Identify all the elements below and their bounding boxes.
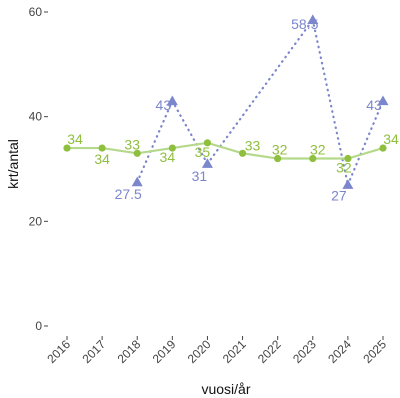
series1-point [344, 154, 352, 163]
series1-data-label: 34 [94, 151, 110, 167]
y-tick-label: 0 [35, 319, 42, 333]
series1-data-label: 32 [310, 142, 326, 158]
y-axis: 0 20 40 60 [29, 5, 48, 333]
series1-point [98, 144, 106, 152]
series1-point [133, 149, 141, 157]
series1-data-label: 33 [245, 137, 261, 153]
series2-line-segment [346, 99, 385, 186]
series1-line [67, 141, 384, 160]
x-tick-label: 2025 [360, 337, 389, 366]
x-tick-label: 2022 [255, 337, 284, 366]
x-tick-label: 2023 [290, 337, 319, 366]
series2-line-segment [136, 99, 174, 184]
series2-point [377, 95, 389, 106]
y-axis-title: krt/antal [5, 139, 21, 189]
series1-data-label: 34 [67, 131, 83, 147]
series2-point [307, 14, 319, 24]
series-layer [63, 14, 389, 189]
series2-data-label: 27.5 [115, 186, 142, 202]
x-tick-label: 2021 [220, 337, 249, 366]
series2-point [201, 158, 213, 168]
series1-point [238, 149, 247, 157]
series2-point [131, 176, 143, 187]
series1-data-label: 34 [160, 149, 176, 165]
y-tick-label: 20 [29, 214, 43, 228]
series2-data-label: 43 [366, 97, 382, 113]
series1-data-label: 35 [195, 144, 211, 160]
x-tick-label: 2016 [44, 337, 73, 366]
series2-data-label: 58.5 [291, 16, 318, 32]
label-layer: 34 34 33 34 35 33 32 32 32 34 27.5 43 31 58.5 27 43 [67, 16, 399, 204]
y-tick-label: 40 [29, 110, 43, 124]
series1-point [379, 144, 387, 152]
series1-point [63, 144, 71, 152]
series1-point [203, 139, 212, 147]
series1-point [309, 154, 317, 163]
series1-data-label: 32 [336, 160, 352, 176]
x-tick-label: 2017 [79, 337, 108, 366]
x-tick-label: 2018 [115, 337, 144, 366]
series2-data-label: 27 [331, 188, 347, 204]
series2-line-segment [171, 99, 209, 165]
x-axis: 2016 2017 2018 2019 2020 2021 2022 2023 2024 2025 [44, 336, 389, 366]
series2-line-segment [311, 18, 349, 186]
series1-data-label: 34 [383, 131, 399, 147]
x-tick-label: 2019 [150, 337, 179, 366]
series1-data-label: 32 [272, 142, 288, 158]
x-tick-label: 2020 [185, 337, 214, 366]
y-tick-label: 60 [29, 5, 43, 19]
series1-data-label: 33 [124, 136, 140, 152]
series2-point [166, 95, 178, 106]
series2-point [342, 179, 354, 189]
series2-data-label: 31 [192, 168, 208, 184]
series2-line-segment [206, 18, 314, 165]
x-axis-title: vuosi/år [201, 381, 250, 397]
x-tick-label: 2024 [325, 337, 354, 366]
series2-data-label: 43 [156, 97, 172, 113]
series1-point [274, 154, 282, 163]
series1-point [168, 144, 176, 152]
